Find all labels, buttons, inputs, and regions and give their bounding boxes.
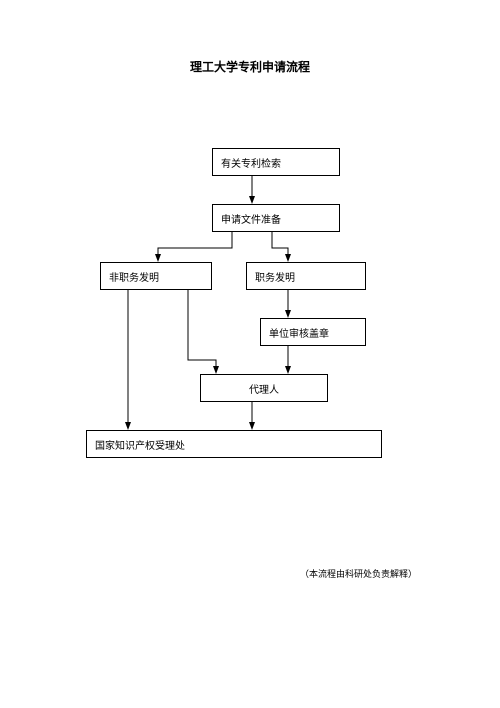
node-audit: 单位审核盖章 (260, 318, 366, 346)
flowchart-arrows (0, 0, 500, 708)
node-search: 有关专利检索 (212, 148, 340, 176)
node-nonwork: 非职务发明 (100, 262, 212, 290)
node-agent-label: 代理人 (249, 381, 279, 396)
node-nonwork-label: 非职务发明 (109, 269, 159, 284)
page-title: 理工大学专利申请流程 (150, 58, 350, 75)
node-prepare-label: 申请文件准备 (221, 211, 281, 226)
node-audit-label: 单位审核盖章 (269, 325, 329, 340)
node-prepare: 申请文件准备 (212, 204, 340, 232)
node-office: 国家知识产权受理处 (86, 430, 382, 458)
node-work-label: 职务发明 (255, 269, 295, 284)
node-work: 职务发明 (246, 262, 366, 290)
node-agent: 代理人 (200, 374, 328, 402)
node-office-label: 国家知识产权受理处 (95, 437, 185, 452)
footnote: （本流程由科研处负责解释） (300, 568, 430, 581)
node-search-label: 有关专利检索 (221, 155, 281, 170)
